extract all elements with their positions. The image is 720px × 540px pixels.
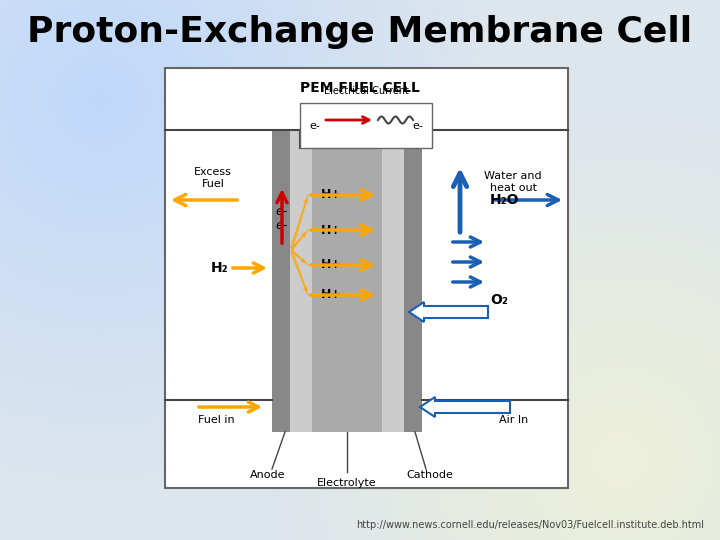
Text: Excess
Fuel: Excess Fuel [194,167,232,189]
Bar [165,68,568,488]
Text: PEM FUEL CELL: PEM FUEL CELL [300,81,420,95]
Text: Water and
heat out: Water and heat out [484,171,542,193]
FancyArrow shape [409,302,488,322]
Text: O₂: O₂ [490,293,508,307]
Text: Electrical Current: Electrical Current [323,86,408,96]
Text: e-: e- [310,121,320,131]
Text: Fuel in: Fuel in [198,415,234,425]
Text: Cathode: Cathode [407,470,454,480]
Text: Air In: Air In [500,415,528,425]
Bar [290,130,312,432]
Bar [404,130,422,432]
Bar [312,130,382,432]
Bar [300,103,432,148]
Text: Anode: Anode [251,470,286,480]
Text: H+: H+ [320,188,341,201]
Text: http://www.news.cornell.edu/releases/Nov03/Fuelcell.institute.deb.html: http://www.news.cornell.edu/releases/Nov… [356,520,704,530]
Text: e-: e- [413,121,423,131]
Text: H+: H+ [320,288,341,301]
Text: H+: H+ [320,224,341,237]
Text: e-: e- [276,205,288,218]
Text: e-: e- [276,219,288,232]
Bar [382,130,404,432]
Text: Proton-Exchange Membrane Cell: Proton-Exchange Membrane Cell [27,15,693,49]
Text: H₂O: H₂O [490,193,520,207]
FancyArrow shape [420,397,510,417]
Text: H+: H+ [320,259,341,272]
Bar [272,130,290,432]
Text: H₂: H₂ [210,261,228,275]
Text: Electrolyte: Electrolyte [318,478,377,488]
